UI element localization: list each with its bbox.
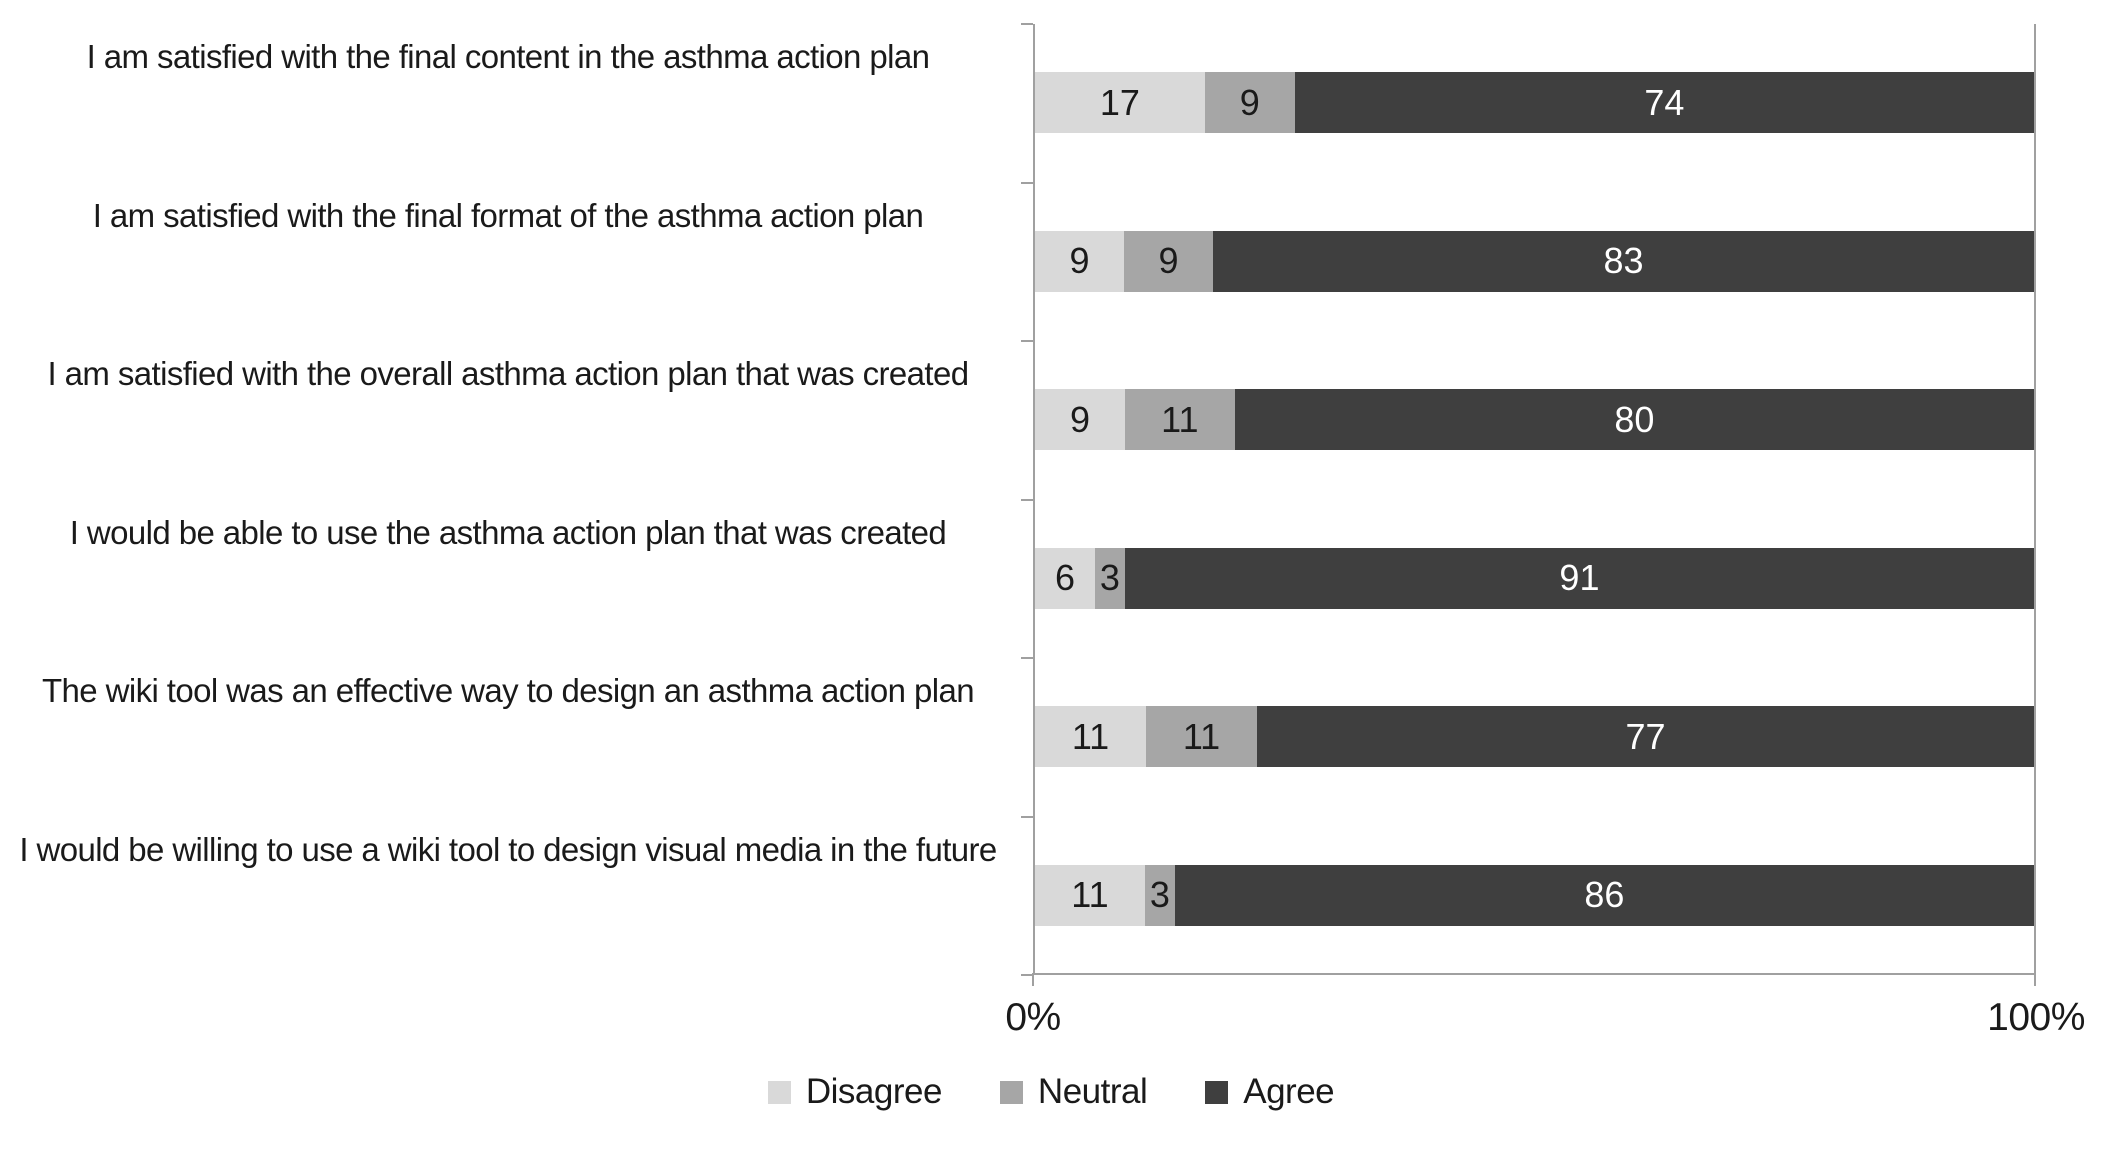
legend-swatch-icon <box>1205 1080 1229 1104</box>
legend-label: Disagree <box>805 1072 943 1111</box>
bar-row: 11 3 86 <box>1035 864 2034 926</box>
bar-row: 17 9 74 <box>1035 72 2034 133</box>
data-label: 74 <box>1644 81 1685 123</box>
data-label: 83 <box>1603 240 1644 281</box>
data-label: 17 <box>1099 81 1140 123</box>
data-label: 9 <box>1069 398 1090 440</box>
data-label: 9 <box>1239 81 1260 123</box>
x-axis-max-label: 100% <box>1987 996 2085 1039</box>
bar-segment-disagree: 9 <box>1035 230 1125 292</box>
category-label: I am satisfied with the overall asthma a… <box>47 355 970 392</box>
bar-segment-disagree: 11 <box>1035 706 1146 767</box>
category-label: I am satisfied with the final content in… <box>86 38 930 75</box>
category-label: I would be able to use the asthma action… <box>69 513 947 551</box>
data-label: 77 <box>1625 715 1666 757</box>
legend-swatch-icon <box>767 1080 791 1104</box>
bar-row: 6 3 91 <box>1035 547 2034 609</box>
legend-label: Agree <box>1243 1072 1335 1111</box>
bar-segment-neutral: 11 <box>1124 389 1235 450</box>
bar-segment-neutral: 3 <box>1144 864 1175 926</box>
data-label: 86 <box>1584 874 1625 915</box>
data-label: 9 <box>1158 240 1179 281</box>
bar-segment-disagree: 11 <box>1035 864 1145 926</box>
data-label: 3 <box>1149 874 1170 915</box>
legend-label: Neutral <box>1037 1072 1148 1111</box>
data-label: 11 <box>1161 398 1199 440</box>
x-axis-min-label: 0% <box>1005 996 1061 1039</box>
data-label: 11 <box>1071 874 1109 915</box>
chart-legend: Disagree Neutral Agree <box>0 1072 2102 1112</box>
bar-segment-disagree: 17 <box>1035 72 1205 133</box>
bar-row: 11 11 77 <box>1035 706 2034 767</box>
bar-segment-agree: 74 <box>1294 72 2034 133</box>
legend-item-neutral: Neutral <box>999 1072 1148 1112</box>
bar-row: 9 9 83 <box>1035 230 2034 292</box>
legend-item-disagree: Disagree <box>767 1072 943 1112</box>
bar-segment-disagree: 9 <box>1035 389 1125 450</box>
bar-segment-agree: 91 <box>1124 547 2034 609</box>
legend-item-agree: Agree <box>1205 1072 1335 1112</box>
data-label: 3 <box>1099 557 1120 598</box>
bar-segment-disagree: 6 <box>1035 547 1095 609</box>
y-axis-tick <box>1021 340 1033 342</box>
y-axis-tick <box>1021 181 1033 184</box>
data-label: 11 <box>1071 715 1110 757</box>
bar-row: 9 11 80 <box>1035 389 2034 450</box>
category-label: The wiki tool was an effective way to de… <box>42 672 975 709</box>
data-label: 6 <box>1054 557 1075 598</box>
category-label: I would be willing to use a wiki tool to… <box>19 830 997 868</box>
bar-segment-neutral: 9 <box>1124 230 1214 292</box>
y-axis-tick <box>1021 815 1033 818</box>
data-label: 91 <box>1559 557 1600 598</box>
x-axis-tick <box>1032 973 1034 986</box>
legend-swatch-icon <box>999 1080 1023 1104</box>
bar-segment-agree: 86 <box>1174 864 2034 926</box>
bar-segment-agree: 80 <box>1234 389 2034 450</box>
data-label: 80 <box>1614 398 1655 440</box>
bar-segment-neutral: 9 <box>1204 72 1295 133</box>
category-label: I am satisfied with the final format of … <box>92 196 924 234</box>
bar-segment-neutral: 11 <box>1146 706 1257 767</box>
x-axis-tick <box>2034 973 2036 986</box>
bar-segment-agree: 83 <box>1213 230 2034 292</box>
y-axis-tick <box>1021 23 1033 25</box>
data-label: 9 <box>1069 240 1090 281</box>
y-axis-tick <box>1021 657 1033 659</box>
bar-segment-neutral: 3 <box>1094 547 1125 609</box>
plot-area: 17 9 74 9 9 83 9 11 80 6 3 91 11 11 77 11 3 86 <box>1033 24 2036 975</box>
data-label: 11 <box>1182 715 1221 757</box>
bar-segment-agree: 77 <box>1257 706 2034 767</box>
y-axis-tick <box>1021 974 1033 976</box>
y-axis-tick <box>1021 498 1033 501</box>
